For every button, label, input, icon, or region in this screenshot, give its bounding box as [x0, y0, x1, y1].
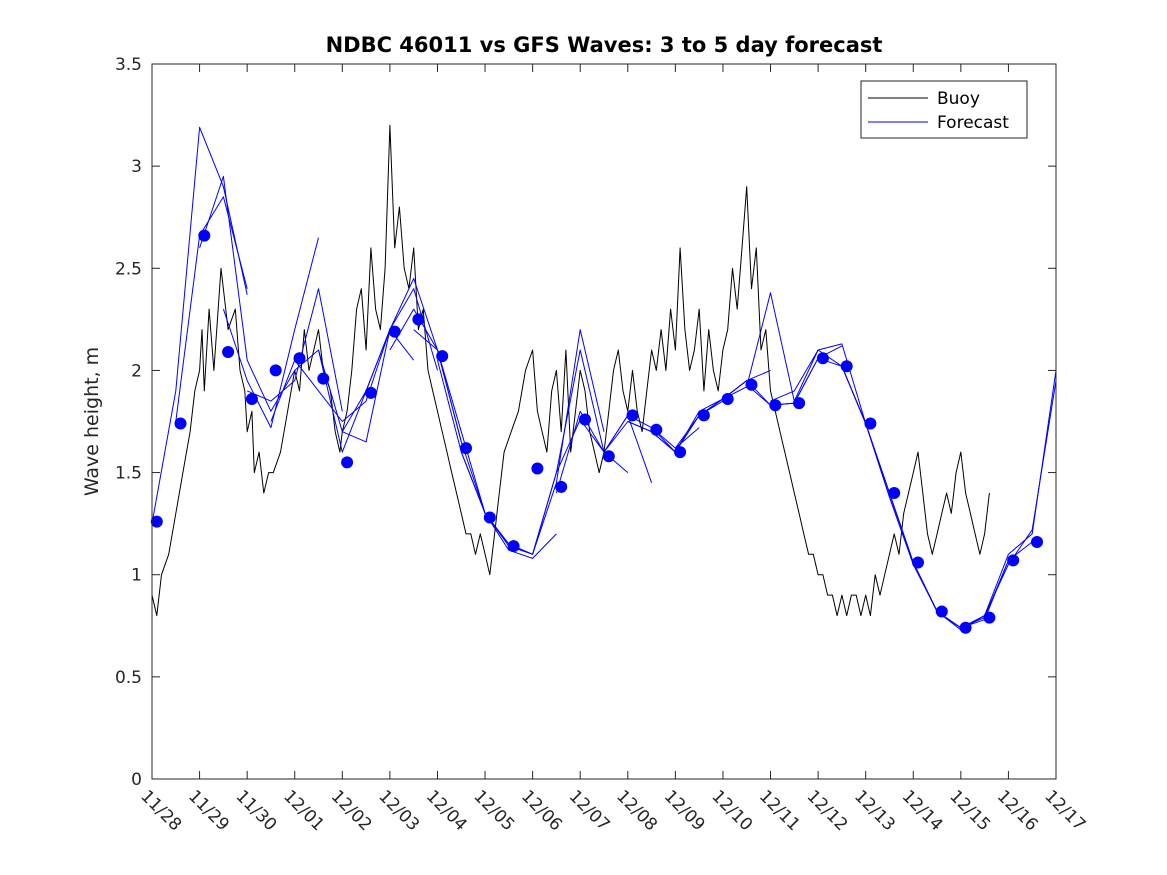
forecast-line: [151, 126, 248, 524]
y-tick-label: 2.5: [115, 259, 142, 279]
forecast-point: [460, 442, 472, 455]
forecast-point: [222, 346, 235, 358]
y-tick-label: 3.5: [115, 55, 142, 75]
y-tick-label: 1: [131, 566, 142, 586]
forecast-point: [769, 399, 782, 412]
y-axis: 0 0.5 1 1.5 2 2.5 3 3.5: [115, 55, 1056, 790]
forecast-point: [793, 397, 806, 410]
forecast-point: [269, 364, 282, 377]
y-tick-label: 2: [131, 361, 142, 381]
forecast-point: [721, 393, 734, 405]
forecast-point: [674, 446, 687, 459]
legend-buoy-label: Buoy: [937, 89, 980, 109]
forecast-point: [697, 409, 710, 422]
forecast-line: [318, 329, 415, 443]
forecast-point: [650, 423, 663, 436]
forecast-point: [245, 393, 258, 405]
forecast-points-layer: [150, 229, 1043, 634]
forecast-point: [912, 556, 924, 569]
forecast-point: [483, 511, 496, 524]
forecast-point: [840, 360, 853, 373]
forecast-point: [626, 409, 639, 422]
forecast-point: [579, 413, 591, 426]
forecast-point: [816, 352, 829, 365]
forecast-line: [247, 288, 343, 412]
forecast-point: [317, 372, 330, 385]
forecast-point: [436, 350, 449, 363]
forecast-line: [199, 175, 296, 412]
forecast-point: [602, 450, 615, 463]
forecast-line: [508, 329, 605, 555]
forecast-point: [745, 378, 758, 391]
forecast-point: [864, 417, 877, 430]
forecast-line: [222, 237, 319, 429]
forecast-line: [841, 366, 938, 612]
forecast-point: [888, 487, 901, 499]
axes-background: [152, 64, 1056, 779]
axes-box: [151, 63, 1057, 780]
forecast-point: [174, 417, 187, 430]
forecast-point: [531, 462, 544, 475]
y-tick-label: 3: [131, 157, 142, 177]
forecast-point: [341, 456, 354, 469]
y-axis-label: Wave height, m: [81, 347, 103, 496]
forecast-line: [460, 451, 557, 559]
forecast-point: [983, 611, 996, 624]
legend: Buoy Forecast: [860, 80, 1028, 139]
forecast-point: [388, 325, 401, 338]
forecast-point: [150, 515, 163, 528]
y-tick-label: 0.5: [115, 668, 142, 688]
forecast-line: [270, 359, 367, 422]
forecast-point: [959, 621, 972, 634]
forecast-point: [364, 386, 377, 399]
forecast-point: [412, 313, 425, 326]
forecast-point: [555, 480, 568, 493]
forecast-line: [984, 380, 1057, 616]
forecast-line: [175, 196, 248, 422]
y-tick-label: 0: [131, 770, 142, 790]
forecast-point: [1031, 536, 1043, 548]
legend-box: [860, 80, 1028, 139]
y-tick-label: 1.5: [115, 464, 142, 484]
forecast-point: [293, 352, 306, 365]
forecast-point: [1007, 554, 1020, 567]
legend-forecast-label: Forecast: [937, 113, 1009, 133]
chart-title: NDBC 46011 vs GFS Waves: 3 to 5 day fore…: [326, 33, 883, 57]
forecast-point: [198, 229, 211, 242]
plot-area: [152, 64, 1056, 779]
forecast-point: [507, 540, 520, 553]
forecast-point: [935, 605, 948, 618]
